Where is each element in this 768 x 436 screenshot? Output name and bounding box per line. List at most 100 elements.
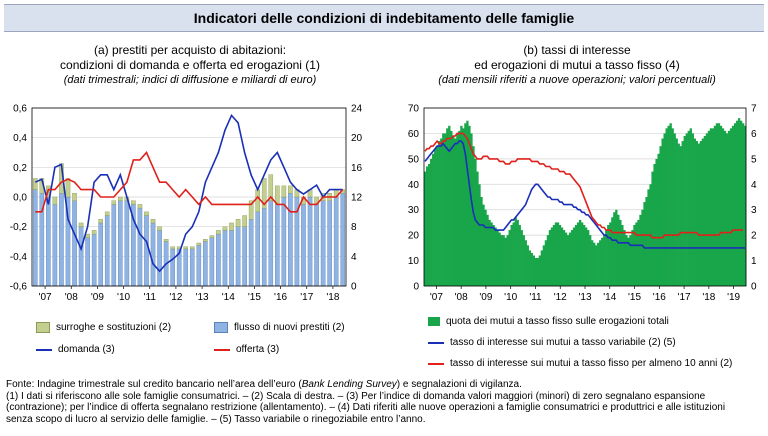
x-tick-label: '10 bbox=[117, 292, 130, 303]
bar-quota bbox=[468, 125, 471, 286]
bar-quota bbox=[562, 230, 566, 286]
bar-quota bbox=[474, 158, 477, 286]
bar-quota bbox=[617, 214, 620, 286]
bar-quota bbox=[679, 146, 682, 286]
x-tick-label: '13 bbox=[196, 292, 209, 303]
panel-a-title: (a) prestiti per acquisto di abitazioni:… bbox=[20, 43, 360, 88]
bar-quota bbox=[424, 171, 427, 286]
bar-flusso bbox=[124, 200, 130, 287]
legend-a-flusso: flusso di nuovi prestiti (2) bbox=[214, 322, 345, 333]
legend-surroghe-swatch bbox=[36, 322, 50, 333]
bar-surroghe bbox=[118, 196, 123, 201]
legend-b-fisso: tasso di interesse sui mutui a tasso fis… bbox=[428, 358, 732, 369]
bar-flusso bbox=[59, 193, 64, 287]
bar-quota bbox=[733, 123, 737, 286]
bar-quota bbox=[697, 143, 701, 286]
x-tick-label: '09 bbox=[479, 292, 492, 303]
y-right-tick-label: 1 bbox=[751, 256, 757, 267]
bar-quota bbox=[480, 197, 483, 286]
bar-quota bbox=[428, 163, 431, 286]
x-tick-label: '16 bbox=[274, 292, 287, 303]
bar-quota bbox=[476, 171, 479, 286]
bar-quota bbox=[669, 123, 672, 286]
bar-quota bbox=[508, 230, 511, 286]
bar-quota bbox=[432, 153, 435, 286]
bar-quota bbox=[605, 230, 608, 286]
bar-surroghe bbox=[137, 204, 143, 209]
bar-quota bbox=[524, 240, 527, 286]
bar-quota bbox=[560, 227, 564, 286]
bar-quota bbox=[440, 138, 443, 286]
bar-surroghe bbox=[150, 219, 156, 224]
bar-flusso bbox=[118, 200, 123, 287]
bar-quota bbox=[498, 232, 501, 286]
legend-offerta-swatch bbox=[214, 348, 230, 351]
x-tick-label: '07 bbox=[39, 292, 52, 303]
plot-frame bbox=[31, 107, 347, 287]
bar-quota bbox=[663, 133, 666, 286]
panel-b-title: (b) tassi di interesse ed erogazioni di … bbox=[396, 43, 758, 88]
bar-flusso bbox=[288, 193, 293, 287]
bar-quota bbox=[633, 224, 636, 286]
bar-quota bbox=[721, 128, 725, 286]
bar-quota bbox=[550, 227, 554, 286]
y-left-tick-label: 0 bbox=[413, 282, 419, 293]
bar-surroghe bbox=[242, 215, 247, 227]
bar-quota bbox=[430, 158, 433, 286]
bar-quota bbox=[510, 224, 513, 286]
bar-surroghe bbox=[268, 174, 274, 201]
bar-surroghe bbox=[78, 222, 84, 227]
bar-flusso bbox=[301, 204, 306, 287]
y-right-tick-label: 2 bbox=[751, 231, 757, 242]
bar-quota bbox=[496, 230, 499, 286]
legend-variabile-label: tasso di interesse sui mutui a tasso var… bbox=[450, 337, 676, 348]
bar-quota bbox=[711, 128, 715, 286]
bar-quota bbox=[689, 128, 692, 286]
bar-quota bbox=[514, 217, 517, 286]
bar-quota bbox=[729, 128, 733, 286]
bar-quota bbox=[645, 197, 648, 286]
bar-flusso bbox=[307, 196, 313, 287]
bar-quota bbox=[580, 222, 584, 286]
bar-quota bbox=[568, 232, 572, 286]
bar-quota bbox=[665, 128, 668, 286]
bar-quota bbox=[717, 123, 721, 286]
bar-quota bbox=[627, 237, 630, 286]
bar-quota bbox=[578, 219, 582, 286]
bar-quota bbox=[544, 240, 548, 286]
bar-quota bbox=[659, 146, 662, 286]
bar-quota bbox=[558, 224, 562, 286]
x-tick-label: '09 bbox=[91, 292, 104, 303]
legend-fisso-label: tasso di interesse sui mutui a tasso fis… bbox=[450, 358, 733, 369]
bar-quota bbox=[705, 133, 709, 286]
bar-quota bbox=[597, 242, 600, 286]
bar-quota bbox=[442, 133, 445, 286]
bar-surroghe bbox=[255, 189, 260, 213]
bar-surroghe bbox=[91, 230, 97, 235]
bar-flusso bbox=[229, 230, 234, 287]
bar-quota bbox=[554, 222, 558, 286]
bar-quota bbox=[542, 245, 546, 286]
legend-a-offerta: offerta (3) bbox=[214, 344, 279, 355]
bar-quota bbox=[587, 230, 590, 286]
bar-quota bbox=[546, 235, 550, 286]
bar-quota bbox=[526, 245, 529, 286]
bar-quota bbox=[566, 235, 570, 286]
y-left-tick-label: 10 bbox=[408, 256, 420, 267]
bar-quota bbox=[585, 227, 588, 286]
bar-flusso bbox=[196, 245, 202, 287]
y-right-tick-label: 0 bbox=[351, 282, 357, 293]
bar-quota bbox=[655, 158, 658, 286]
bar-flusso bbox=[189, 248, 195, 287]
bar-quota bbox=[635, 222, 638, 286]
bar-surroghe bbox=[163, 239, 169, 242]
bar-quota bbox=[494, 227, 497, 286]
y-left-tick-label: 30 bbox=[408, 205, 420, 216]
bar-flusso bbox=[255, 211, 260, 287]
bar-quota bbox=[490, 222, 493, 286]
y-left-tick-label: 0,2 bbox=[13, 163, 27, 174]
bar-quota bbox=[452, 135, 455, 286]
x-tick-label: '13 bbox=[578, 292, 591, 303]
y-left-tick-label: 0,4 bbox=[13, 133, 27, 144]
x-tick-label: '15 bbox=[628, 292, 641, 303]
